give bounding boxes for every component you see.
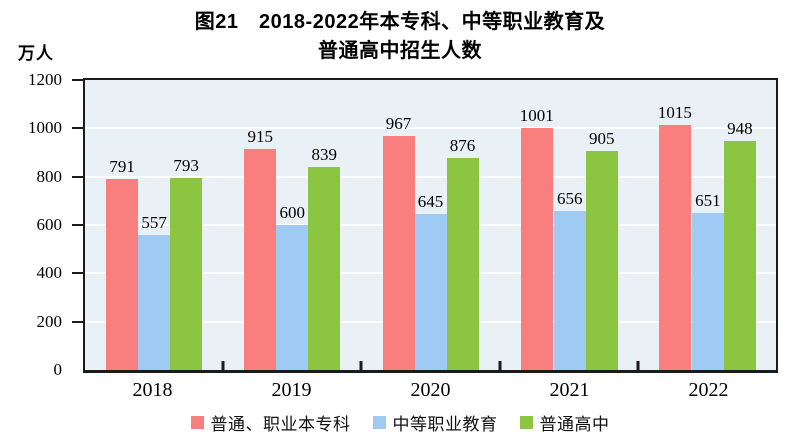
bar-column: 876 xyxy=(446,136,479,370)
legend-label: 普通高中 xyxy=(539,415,610,434)
bar-value-label: 793 xyxy=(173,156,199,175)
bar-value-label: 1015 xyxy=(657,103,692,122)
x-tick-label-2022: 2022 xyxy=(688,379,729,401)
bar-group-2020: 967 645 876 xyxy=(361,80,499,370)
y-tick-mark-200 xyxy=(72,320,83,323)
y-tick-mark-1000 xyxy=(72,127,83,130)
y-tick-label-200: 200 xyxy=(36,311,63,331)
bar-group-2022: 1015 651 948 xyxy=(638,80,776,370)
bar-2018 xyxy=(138,235,171,370)
bar-2019 xyxy=(308,167,341,370)
y-tick-label-800: 800 xyxy=(36,166,63,186)
bar-column: 1015 xyxy=(658,103,692,370)
gridline-800 xyxy=(85,175,776,178)
legend-swatch-icon xyxy=(372,416,386,429)
chart-title-line2: 普通高中招生人数 xyxy=(318,40,482,62)
legend-item: 普通高中 xyxy=(519,410,610,435)
y-tick-mark-800 xyxy=(72,175,83,178)
y-tick-mark-1200 xyxy=(72,79,83,81)
bar-column: 557 xyxy=(138,213,171,370)
bar-value-label: 600 xyxy=(279,203,306,222)
bar-column: 651 xyxy=(691,191,724,370)
legend-swatch-icon xyxy=(190,416,204,429)
x-tick-label-2020: 2020 xyxy=(410,379,451,401)
bar-2021 xyxy=(553,211,586,370)
bar-value-label: 915 xyxy=(247,127,274,146)
bar-value-label: 967 xyxy=(385,114,412,133)
bar-2020 xyxy=(414,214,447,370)
bar-2022 xyxy=(691,213,724,370)
bar-value-label: 656 xyxy=(556,189,583,208)
bar-group-2019: 915 600 839 xyxy=(223,80,361,370)
bar-column: 600 xyxy=(276,203,309,370)
plot-area: 791 557 793 915 600 839 967 645 876 1001 656 905 101… xyxy=(83,78,778,373)
x-tick-label-2018: 2018 xyxy=(132,379,173,401)
legend-label: 中等职业教育 xyxy=(392,415,498,434)
y-tick-label-400: 400 xyxy=(36,263,63,283)
bar-2018 xyxy=(170,178,203,370)
gridline-1000 xyxy=(85,127,776,130)
legend: 普通、职业本专科 中等职业教育 普通高中 xyxy=(0,410,800,435)
bar-column: 793 xyxy=(170,156,203,370)
bar-2022 xyxy=(723,141,756,370)
bar-2020 xyxy=(382,136,415,370)
x-tick-label-2019: 2019 xyxy=(271,379,312,401)
bar-column: 645 xyxy=(414,192,447,370)
legend-item: 中等职业教育 xyxy=(372,410,498,435)
bar-group-2018: 791 557 793 xyxy=(85,80,223,370)
bar-value-label: 839 xyxy=(311,145,338,164)
x-boundary-tick xyxy=(221,361,225,370)
bar-2019 xyxy=(276,225,309,370)
bar-column: 656 xyxy=(553,189,586,370)
bar-2020 xyxy=(446,158,479,370)
bar-value-label: 651 xyxy=(695,191,721,210)
y-tick-mark-400 xyxy=(72,272,83,275)
x-tick-label-2021: 2021 xyxy=(549,379,590,401)
bar-2019 xyxy=(244,149,277,370)
legend-item: 普通、职业本专科 xyxy=(190,410,351,435)
y-tick-label-0: 0 xyxy=(53,360,63,379)
chart-title: 图21 2018-2022年本专科、中等职业教育及 普通高中招生人数 xyxy=(0,8,800,66)
x-axis-labels: 2018 2019 2020 2021 2022 xyxy=(83,379,778,402)
bar-column: 905 xyxy=(585,129,618,370)
y-tick-mark-600 xyxy=(72,224,83,226)
legend-swatch-icon xyxy=(519,416,533,429)
bar-2022 xyxy=(658,125,691,370)
bar-2018 xyxy=(106,179,139,370)
bar-value-label: 557 xyxy=(141,213,167,232)
x-boundary-tick xyxy=(636,361,640,370)
bar-2021 xyxy=(585,151,618,370)
bar-value-label: 645 xyxy=(417,192,444,211)
y-axis-unit-label: 万人 xyxy=(18,44,54,63)
bar-column: 791 xyxy=(106,157,139,370)
bar-2021 xyxy=(520,128,553,370)
chart-title-line1: 图21 2018-2022年本专科、中等职业教育及 xyxy=(194,11,606,33)
y-tick-label-1200: 1200 xyxy=(28,70,62,89)
bar-column: 839 xyxy=(308,145,341,370)
bar-value-label: 948 xyxy=(727,119,753,138)
y-tick-label-1000: 1000 xyxy=(28,118,62,138)
bar-column: 948 xyxy=(723,119,756,370)
x-boundary-tick xyxy=(498,361,502,370)
bar-value-label: 876 xyxy=(449,136,476,155)
bar-value-label: 905 xyxy=(588,129,615,148)
bar-column: 967 xyxy=(382,114,415,370)
legend-label: 普通、职业本专科 xyxy=(210,415,351,434)
bar-column: 1001 xyxy=(520,106,554,370)
bar-groups: 791 557 793 915 600 839 967 645 876 1001 656 905 101… xyxy=(85,80,776,370)
x-boundary-tick xyxy=(359,361,363,370)
bar-value-label: 1001 xyxy=(519,106,554,125)
y-tick-label-600: 600 xyxy=(36,215,63,234)
bar-value-label: 791 xyxy=(109,157,135,176)
bar-group-2021: 1001 656 905 xyxy=(500,80,638,370)
bar-column: 915 xyxy=(244,127,277,370)
